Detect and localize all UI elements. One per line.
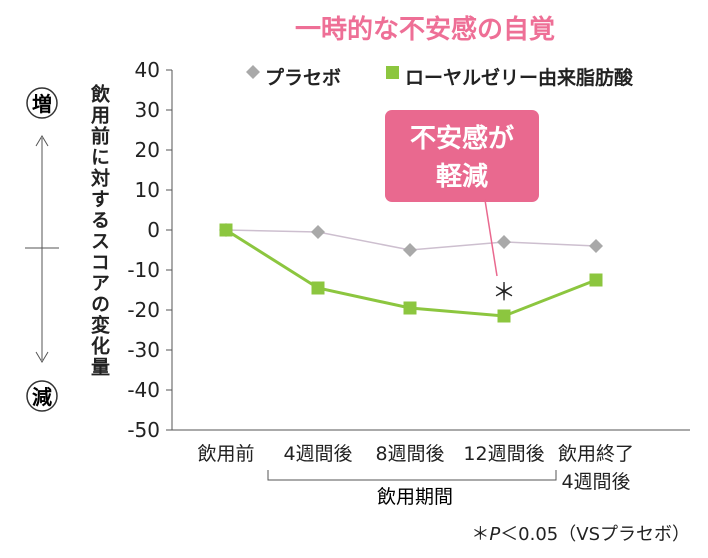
legend: プラセボ ローヤルゼリー由来脂肪酸 xyxy=(246,65,634,89)
chart-title: 一時的な不安感の自覚 xyxy=(295,14,555,45)
y-axis-label: 飲用前に対するスコアの変化量 xyxy=(88,83,111,378)
x-tick-labels: 飲用前 4週間後 8週間後 12週間後 飲用終了 4週間後 xyxy=(197,443,634,493)
y-tick-label: 40 xyxy=(135,58,160,82)
x-tick-label: 12週間後 xyxy=(463,443,544,465)
point-placebo xyxy=(589,239,603,253)
x-tick-label: 飲用終了 4週間後 xyxy=(558,443,634,493)
scale-indicator: 増 減 xyxy=(25,87,59,412)
footnote-text: ＜0.05（VSプラセボ） xyxy=(500,524,690,545)
y-tick-label: 20 xyxy=(135,138,160,162)
y-tick-label: 10 xyxy=(135,178,160,202)
x-tick-label: 飲用前 xyxy=(197,443,254,465)
point-royal-jelly xyxy=(403,301,417,315)
y-tick-labels: 40 30 20 10 0 -10 -20 -30 -40 -50 xyxy=(127,58,172,442)
y-tick-label: 30 xyxy=(135,98,160,122)
y-tick-label: -20 xyxy=(127,298,160,322)
legend-label-placebo: プラセボ xyxy=(265,66,341,89)
annotation-line-2: 軽減 xyxy=(436,161,488,192)
footnote: ＊P＜0.05（VSプラセボ） xyxy=(471,524,690,545)
y-tick-label: -10 xyxy=(127,258,160,282)
y-tick-label: 0 xyxy=(147,218,160,242)
legend-marker-royal-jelly xyxy=(386,66,399,79)
period-label: 飲用期間 xyxy=(377,486,453,508)
decrease-circle xyxy=(26,380,58,412)
increase-label: 増 xyxy=(32,92,52,116)
legend-label-royal-jelly: ローヤルゼリー由来脂肪酸 xyxy=(405,66,634,89)
scale-arrow-down-icon xyxy=(35,351,49,363)
annotation-line-1: 不安感が xyxy=(410,123,514,154)
annotation-pointer xyxy=(484,199,498,277)
period-bracket: 飲用期間 xyxy=(267,470,557,508)
point-royal-jelly xyxy=(311,281,325,295)
y-tick-label: -40 xyxy=(127,378,160,402)
y-tick-label: -50 xyxy=(127,418,160,442)
significance-mark: ＊ xyxy=(492,278,516,306)
point-royal-jelly xyxy=(589,273,603,287)
point-royal-jelly xyxy=(497,309,511,323)
increase-circle xyxy=(26,87,58,119)
x-tick-label: 8週間後 xyxy=(375,443,444,465)
decrease-label: 減 xyxy=(32,385,52,409)
x-tick-label: 4週間後 xyxy=(283,443,352,465)
y-tick-label: -30 xyxy=(127,338,160,362)
legend-marker-placebo xyxy=(246,65,260,79)
point-placebo xyxy=(497,235,511,249)
point-placebo xyxy=(403,243,417,257)
footnote-p: P xyxy=(489,524,500,545)
point-royal-jelly xyxy=(219,223,233,237)
footnote-asterisk: ＊ xyxy=(471,524,489,545)
annotation-box xyxy=(385,110,539,202)
annotation-callout: 不安感が 軽減 ＊ xyxy=(385,110,539,306)
axes xyxy=(171,70,690,431)
scale-arrow-up-icon xyxy=(35,135,49,147)
period-bracket-line xyxy=(267,470,557,481)
series xyxy=(219,223,603,323)
point-placebo xyxy=(311,225,325,239)
